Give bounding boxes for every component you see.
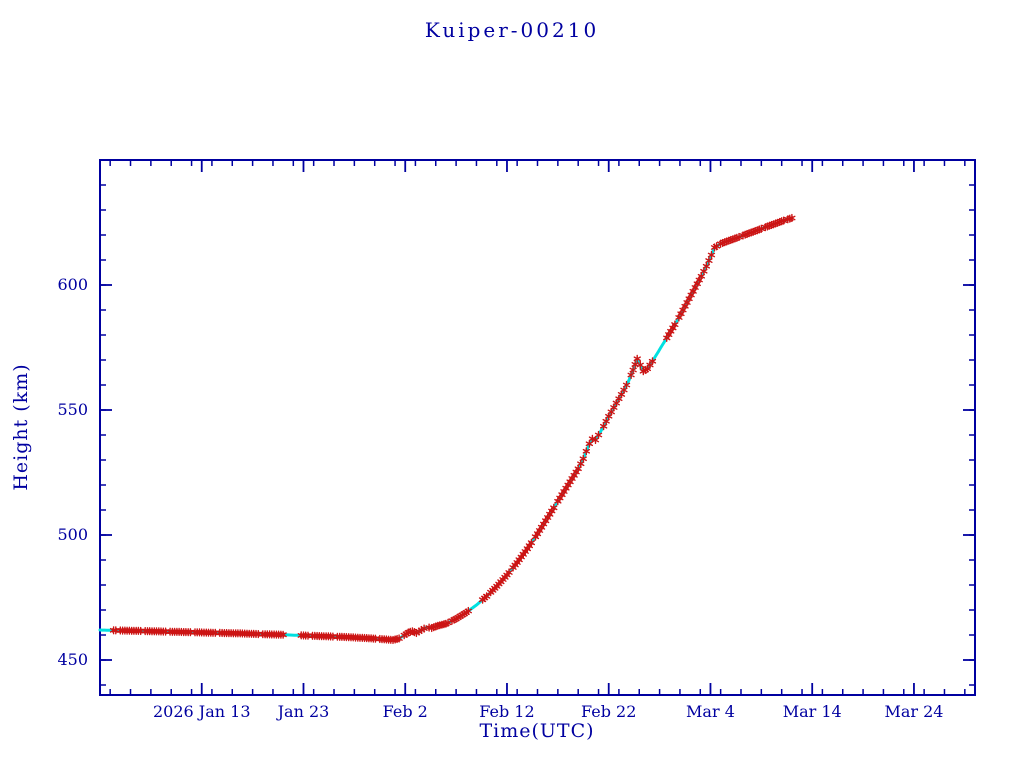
series-asterisk-markers: [109, 213, 796, 645]
x-tick-label: Mar 4: [686, 702, 735, 721]
x-tick-label: Mar 24: [884, 702, 943, 721]
plot-frame: [99, 159, 976, 696]
y-tick-label: 550: [57, 400, 88, 419]
x-tick-label: Feb 2: [383, 702, 428, 721]
chart-title: Kuiper-00210: [424, 18, 600, 42]
series-line: [98, 216, 794, 642]
x-tick-label: Feb 22: [581, 702, 636, 721]
x-tick-label: Feb 12: [479, 702, 534, 721]
y-tick-label: 500: [57, 525, 88, 544]
y-tick-label: 600: [57, 275, 88, 294]
y-tick-label: 450: [57, 650, 88, 669]
x-tick-label: Jan 23: [276, 702, 330, 721]
x-axis-label: Time(UTC): [479, 720, 595, 742]
x-tick-label: 2026 Jan 13: [153, 702, 251, 721]
x-tick-label: Mar 14: [783, 702, 842, 721]
